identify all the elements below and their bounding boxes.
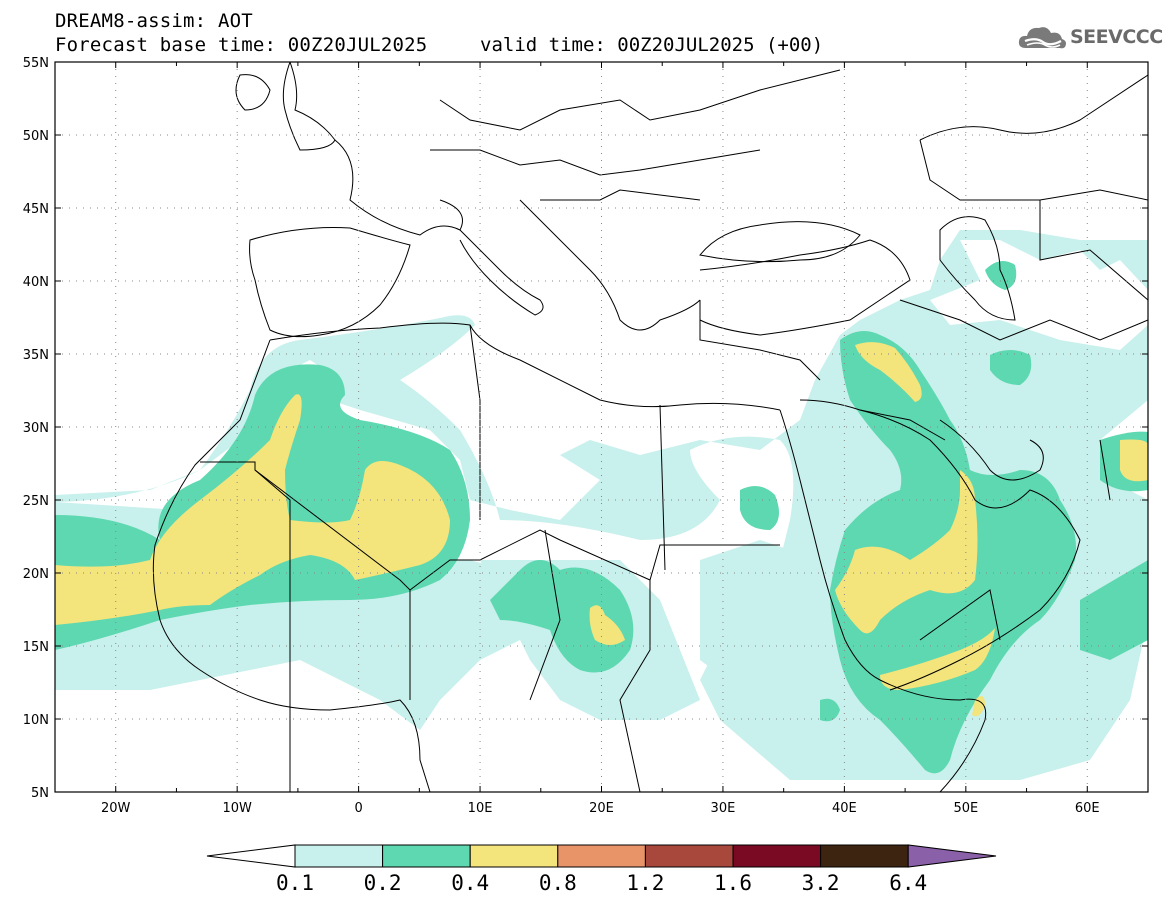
lat-axis: 55N 50N 45N 40N 35N 30N 25N 20N 15N 10N 5N [23, 56, 1148, 801]
forecast-base-time: Forecast base time: 00Z20JUL2025 [55, 34, 428, 56]
colorbar-segment [557, 844, 646, 868]
lat-tick-label: 45N [23, 202, 49, 217]
lon-tick-label: 20E [589, 801, 614, 816]
coastlines-borders [152, 62, 1148, 792]
lon-tick-label: 40E [832, 801, 857, 816]
graticule [55, 62, 1148, 792]
colorbar-segment [732, 844, 822, 868]
valid-time: valid time: 00Z20JUL2025 (+00) [480, 34, 824, 56]
colorbar: 0.1 0.2 0.4 0.8 1.2 1.6 3.2 6.4 [206, 844, 997, 895]
lat-tick-label: 10N [23, 713, 49, 728]
lon-axis: 20W 10W 0 10E 20E 30E 40E 50E 60E [54, 62, 1149, 816]
seevccc-logo: SEEVCCC [1016, 22, 1163, 52]
lon-tick-label: 0 [354, 801, 362, 816]
colorbar-label: 6.4 [889, 871, 927, 895]
colorbar-label: 1.6 [714, 871, 752, 895]
colorbar-label: 0.2 [364, 871, 402, 895]
colorbar-label: 3.2 [802, 871, 840, 895]
lat-tick-label: 5N [31, 786, 49, 801]
colorbar-under-arrow [206, 844, 296, 868]
lon-tick-label: 50E [953, 801, 978, 816]
colorbar-segment [382, 844, 471, 868]
lon-tick-label: 60E [1075, 801, 1100, 816]
lat-tick-label: 40N [23, 275, 49, 290]
lat-tick-label: 35N [23, 348, 49, 363]
colorbar-label: 0.8 [539, 871, 577, 895]
lat-tick-label: 15N [23, 640, 49, 655]
lon-tick-label: 20W [101, 801, 131, 816]
colorbar-segment [469, 844, 559, 868]
lat-tick-label: 55N [23, 56, 49, 71]
lon-tick-label: 30E [711, 801, 736, 816]
colorbar-label: 0.4 [451, 871, 489, 895]
lon-tick-label: 10W [222, 801, 252, 816]
lon-tick-label: 10E [468, 801, 493, 816]
map-title: DREAM8-assim: AOT [55, 10, 253, 32]
cloud-logo-icon [1018, 27, 1066, 49]
colorbar-over-arrow [907, 844, 997, 868]
colorbar-segment [294, 844, 384, 868]
colorbar-label: 1.2 [626, 871, 664, 895]
lat-tick-label: 30N [23, 421, 49, 436]
lat-tick-label: 20N [23, 567, 49, 582]
logo-text: SEEVCCC [1070, 26, 1163, 48]
lat-tick-label: 25N [23, 494, 49, 509]
colorbar-label: 0.1 [276, 871, 314, 895]
colorbar-segment [820, 844, 909, 868]
colorbar-segment [644, 844, 734, 868]
lat-tick-label: 50N [23, 129, 49, 144]
